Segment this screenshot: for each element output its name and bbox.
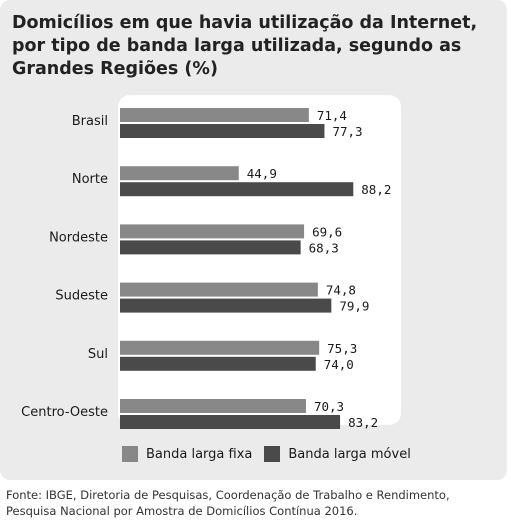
chart-title: Domicílios em que havia utilização da In… (12, 12, 502, 81)
source-line-1: Fonte: IBGE, Diretoria de Pesquisas, Coo… (6, 488, 450, 502)
chart-legend: Banda larga fixa Banda larga móvel (122, 446, 423, 462)
title-line-1: Domicílios em que havia utilização da In… (12, 13, 478, 33)
bar-fixed-sul (120, 340, 320, 355)
data-label-fixed-centro-oeste: 70,3 (314, 399, 344, 414)
bar-fixed-brasil (120, 108, 309, 122)
title-line-3: Grandes Regiões (%) (12, 59, 218, 79)
data-label-mobile-nordeste: 68,3 (309, 240, 339, 255)
bar-mobile-sudeste (120, 298, 332, 313)
bar-fixed-norte (120, 166, 239, 181)
data-label-mobile-brasil: 77,3 (332, 124, 362, 139)
data-label-fixed-sul: 75,3 (327, 341, 357, 356)
data-label-mobile-centro-oeste: 83,2 (348, 415, 378, 430)
category-label-sul: Sul (88, 347, 108, 362)
source-note: Fonte: IBGE, Diretoria de Pesquisas, Coo… (6, 487, 506, 519)
data-label-fixed-nordeste: 69,6 (312, 224, 342, 239)
data-label-mobile-sul: 74,0 (324, 357, 354, 372)
bar-mobile-norte (120, 182, 354, 197)
source-line-2: Pesquisa Nacional por Amostra de Domicíl… (6, 504, 358, 518)
bar-chart: Brasil 71,477,3 Norte 44,9 88,2 Nordeste 69,66… (21, 108, 391, 430)
legend-item-mobile: Banda larga móvel (264, 446, 411, 462)
bar-fixed-sudeste (120, 282, 318, 297)
bar-fixed-nordeste (120, 224, 305, 239)
data-label-fixed-norte: 44,9 (247, 166, 277, 181)
bar-mobile-centro-oeste (120, 415, 341, 429)
title-line-2: por tipo de banda larga utilizada, segun… (12, 36, 462, 56)
category-label-sudeste: Sudeste (55, 289, 108, 304)
legend-label-mobile: Banda larga móvel (288, 446, 411, 462)
data-label-fixed-sudeste: 74,8 (326, 283, 356, 298)
data-label-mobile-sudeste: 79,9 (339, 299, 369, 314)
category-label-norte: Norte (72, 172, 108, 187)
legend-swatch-mobile (264, 446, 281, 462)
legend-swatch-fixed (122, 446, 138, 462)
chart-card: Domicílios em que havia utilização da In… (0, 0, 507, 480)
bar-mobile-sul (120, 356, 316, 371)
data-label-mobile-norte: 88,2 (361, 182, 391, 197)
category-label-centro-oeste: Centro-Oeste (21, 405, 108, 420)
data-label-fixed-brasil: 71,4 (317, 108, 347, 123)
bar-fixed-centro-oeste (120, 399, 306, 413)
legend-label-fixed: Banda larga fixa (146, 446, 253, 462)
category-label-nordeste: Nordeste (49, 230, 108, 245)
bar-mobile-nordeste (120, 240, 301, 255)
legend-item-fixed: Banda larga fixa (122, 446, 252, 462)
category-label-brasil: Brasil (72, 114, 108, 129)
bar-mobile-brasil (120, 124, 325, 138)
